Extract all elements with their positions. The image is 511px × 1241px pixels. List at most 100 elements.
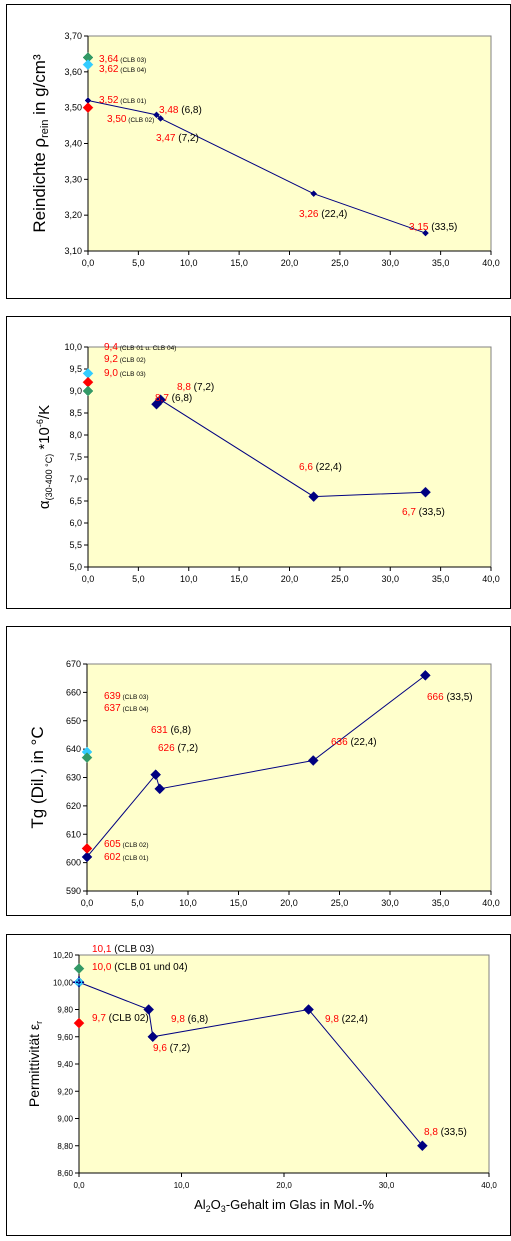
plot-area: [78, 954, 490, 1174]
y-tick-label: 8,5: [69, 408, 82, 418]
data-label-note: (CLB 04): [118, 67, 146, 74]
y-tick-label: 7,5: [69, 452, 82, 462]
y-tick-label: 9,0: [69, 386, 82, 396]
y-tick-label: 3,70: [64, 31, 82, 41]
data-label: 9,0 (CLB 03): [104, 368, 146, 379]
y-tick-label: 6,5: [69, 496, 82, 506]
y-tick-label: 3,10: [64, 246, 82, 256]
data-label-note: (33,5): [428, 222, 457, 233]
chart-tg: 590 600 610 620 630 640 650 660 670 0,0 5,0 10,0 15,…: [28, 659, 500, 908]
reference-point: [73, 963, 85, 974]
data-label-value: 636: [331, 737, 348, 748]
data-label: 3,15 (33,5): [409, 222, 457, 233]
y-tick-label: 630: [66, 773, 81, 783]
y-tick-label: 3,60: [64, 67, 82, 77]
y-tick-label: 3,30: [64, 174, 82, 184]
data-label-note: (6,8): [168, 725, 191, 736]
y-tick-label: 5,5: [69, 540, 82, 550]
data-label: 637 (CLB 04): [104, 703, 149, 714]
data-label-value: 8,7: [155, 393, 169, 404]
x-tick-label: 0,0: [82, 258, 95, 268]
data-point: [143, 1004, 155, 1015]
chart-panel-permittivity: 8,60 8,80 9,00 9,20 9,40 9,60 9,80 10,00 10,20 0,…: [6, 934, 511, 1236]
data-label-note: (CLB 01 und 04): [111, 962, 187, 973]
data-label-note: (CLB 03): [111, 944, 154, 955]
data-point: [422, 229, 429, 237]
x-tick-label: 25,0: [331, 898, 349, 908]
x-tick-label: 30,0: [381, 258, 399, 268]
data-label-value: 10,0: [92, 962, 112, 973]
data-label: 3,50 (CLB 02): [107, 114, 154, 125]
reference-point: [73, 1017, 85, 1029]
data-label: 9,4 (CLB 01 u. CLB 04): [104, 342, 176, 353]
data-label-value: 3,26: [299, 209, 319, 220]
x-tick-label: 35,0: [432, 258, 450, 268]
chart-panel-expansion: 5,0 5,5 6,0 6,5 7,0 7,5 8,0 8,5 9,0 9,5 10,0 0,0 5,0…: [6, 316, 511, 609]
y-axis-title: Reindichte ρrein in g/cm³: [30, 54, 51, 233]
data-label: 639 (CLB 03): [104, 691, 149, 702]
data-label-value: 666: [427, 692, 444, 703]
data-label: 6,6 (22,4): [299, 462, 342, 473]
data-label-note: (33,5): [444, 692, 473, 703]
x-tick-label: 15,0: [230, 258, 248, 268]
data-label-value: 3,50: [107, 114, 127, 125]
data-label-note: (33,5): [438, 1127, 467, 1138]
data-label-value: 631: [151, 725, 168, 736]
data-label-note: (22,4): [339, 1014, 368, 1025]
data-label-note: (6,8): [178, 105, 201, 116]
data-label-value: 8,8: [424, 1127, 438, 1138]
data-label-value: 9,6: [153, 1043, 167, 1054]
data-label-value: 626: [158, 743, 175, 754]
data-label-note: (6,8): [169, 393, 192, 404]
data-label: 3,62 (CLB 04): [99, 64, 146, 75]
x-tick-label: 30,0: [381, 574, 399, 584]
x-tick-label: 25,0: [331, 258, 349, 268]
data-point: [307, 755, 319, 766]
data-label-note: (CLB 01): [121, 855, 149, 862]
x-tick-label: 5,0: [131, 898, 144, 908]
y-axis-title: Permittivität εr: [26, 1021, 44, 1107]
chart-expansion: 5,05,56,06,57,07,58,08,59,09,510,00,0 5,0…: [35, 342, 500, 584]
y-tick-label: 9,5: [69, 364, 82, 374]
data-label: 666 (33,5): [427, 692, 473, 703]
y-tick-label: 10,00: [53, 978, 74, 987]
data-point: [308, 491, 320, 502]
x-tick-label: 35,0: [432, 574, 450, 584]
data-label-note: (CLB 01): [118, 98, 146, 105]
y-tick-label: 8,60: [57, 1169, 73, 1178]
data-label-note: (CLB 02): [121, 842, 149, 849]
x-tick-label: 20,0: [281, 258, 299, 268]
y-tick-label: 9,80: [57, 1006, 73, 1015]
data-label-value: 637: [104, 703, 121, 714]
data-point: [417, 1140, 428, 1152]
data-label-value: 9,0: [104, 368, 118, 379]
data-label-note: (7,2): [167, 1043, 190, 1054]
data-label-value: 9,8: [171, 1014, 185, 1025]
chart-panel-tg: 590 600 610 620 630 640 650 660 670 0,0 5,0 10,0 15,…: [6, 626, 511, 916]
y-tick-label: 3,40: [64, 139, 82, 149]
data-label-value: 605: [104, 839, 121, 850]
data-label-value: 8,8: [177, 382, 191, 393]
data-point: [147, 1031, 159, 1043]
data-label: 9,2 (CLB 02): [104, 354, 146, 365]
x-tick-label: 30,0: [379, 1181, 395, 1190]
x-tick-label: 15,0: [230, 898, 248, 908]
data-label-note: (CLB 02): [126, 117, 154, 124]
data-label-value: 6,6: [299, 462, 313, 473]
data-label-value: 3,52: [99, 95, 119, 106]
data-label: 9,8 (22,4): [325, 1014, 368, 1025]
x-tick-label: 40,0: [482, 258, 500, 268]
y-tick-label: 7,0: [69, 474, 82, 484]
data-label-value: 639: [104, 691, 121, 702]
y-axis-title: Tg (Dil.) in °C: [28, 726, 47, 828]
x-tick-label: 0,0: [81, 898, 94, 908]
data-label-value: 602: [104, 852, 121, 863]
x-tick-label: 10,0: [180, 574, 198, 584]
data-label-value: 3,64: [99, 54, 119, 65]
x-tick-label: 20,0: [276, 1181, 292, 1190]
data-label-value: 3,62: [99, 64, 119, 75]
chart-panel-density: 3,10 3,20 3,30 3,40 3,50 3,60 3,70 0,0 5,0 10,0 15…: [6, 4, 511, 299]
data-point: [81, 851, 93, 863]
data-label: 602 (CLB 01): [104, 852, 149, 863]
data-label: 605 (CLB 02): [104, 839, 149, 850]
